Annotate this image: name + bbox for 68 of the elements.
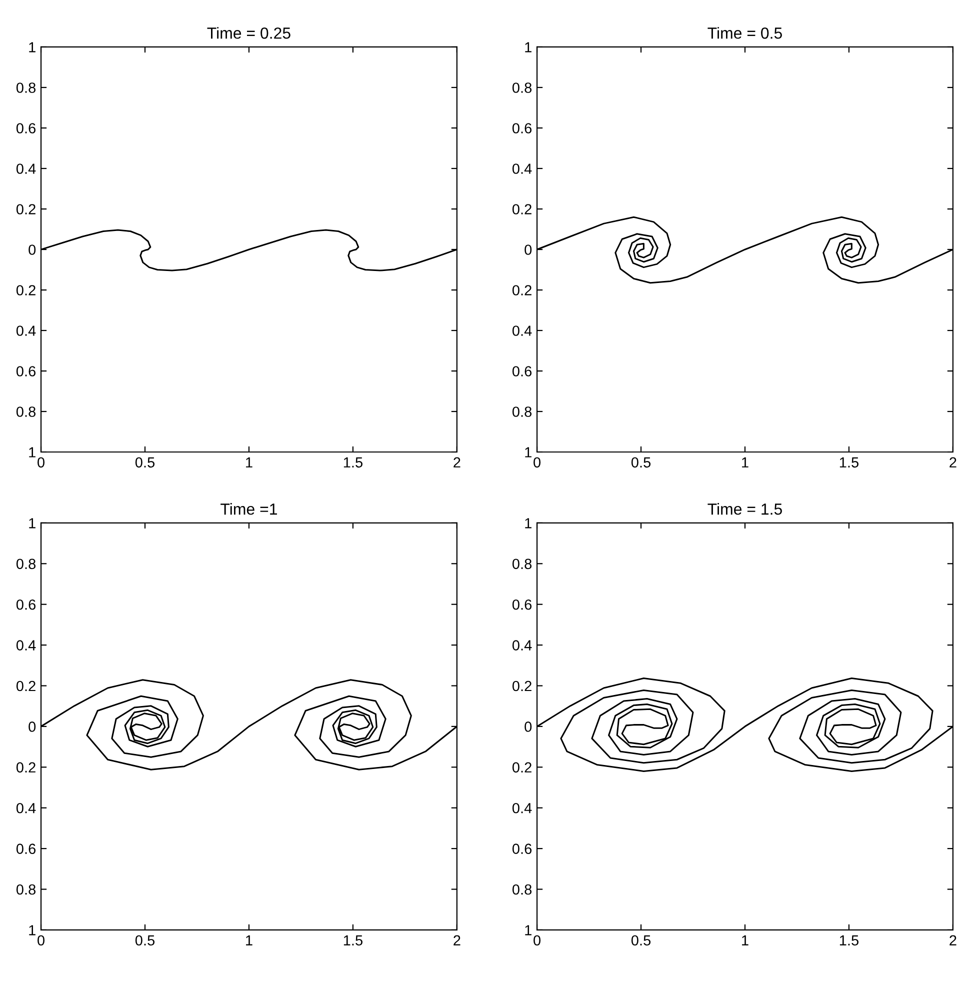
x-tick-label: 0.5 (631, 935, 651, 946)
y-tick-label: 0 (524, 244, 532, 255)
y-tick-label: 0.8 (512, 406, 532, 417)
y-tick-label: 1 (525, 42, 532, 52)
y-tick-label: 0.8 (16, 558, 36, 570)
y-tick-label: 0.8 (512, 82, 532, 93)
x-tick-label: 0 (38, 457, 44, 468)
y-tick-label: 0 (28, 244, 36, 255)
y-tick-label: 1 (525, 518, 532, 528)
y-tick-label: 0.8 (16, 82, 36, 93)
y-tick-label: 0.2 (16, 762, 36, 773)
y-tick-label: 0.8 (512, 558, 532, 570)
y-tick-label: 1 (29, 447, 36, 458)
x-tick-label: 1 (246, 457, 252, 468)
y-tick-label: 0.8 (512, 884, 532, 895)
y-tick-label: 1 (29, 518, 36, 528)
y-tick-label: 0.4 (16, 326, 36, 336)
x-tick-label: 2 (454, 935, 460, 946)
y-tick-label: 0.2 (16, 680, 36, 692)
x-tick-label: 1.5 (840, 935, 858, 946)
y-tick-label: 0.4 (16, 802, 36, 814)
x-tick-label: 1 (742, 457, 748, 468)
y-tick-label: 1 (29, 42, 36, 52)
x-tick-label: 0.5 (135, 457, 155, 468)
y-tick-label: 0.6 (512, 366, 532, 376)
y-tick-label: 0.8 (16, 406, 36, 417)
y-tick-label: 0.6 (512, 123, 532, 134)
y-tick-label: 0.2 (512, 285, 532, 296)
x-tick-label: 1.5 (840, 457, 858, 468)
chart-title: Time =1 (220, 503, 277, 515)
y-tick-label: 1 (525, 447, 532, 458)
y-tick-label: 0.2 (512, 680, 532, 692)
x-tick-label: 1 (742, 935, 748, 946)
y-tick-label: 0.4 (512, 802, 532, 814)
y-tick-label: 0.2 (512, 204, 532, 214)
y-tick-label: 1 (29, 925, 36, 936)
y-tick-label: 0.6 (512, 599, 532, 610)
x-tick-label: 2 (950, 935, 956, 946)
x-tick-label: 0 (534, 935, 541, 946)
chart-title: Time = 1.5 (708, 503, 782, 515)
x-tick-label: 1 (246, 935, 252, 946)
x-tick-label: 2 (950, 457, 956, 468)
x-tick-label: 0.5 (631, 457, 651, 468)
y-tick-label: 0.2 (16, 285, 36, 296)
x-tick-label: 0 (38, 935, 44, 946)
x-tick-label: 1.5 (344, 457, 362, 468)
chart-title: Time = 0.5 (708, 27, 782, 39)
x-tick-label: 0 (534, 457, 541, 468)
y-tick-label: 0.4 (512, 326, 532, 336)
y-tick-label: 0.6 (16, 366, 36, 376)
y-tick-label: 0.4 (16, 164, 36, 174)
y-tick-label: 0.4 (512, 164, 532, 174)
y-tick-label: 0 (28, 722, 36, 732)
y-tick-label: 0 (524, 722, 532, 732)
y-tick-label: 0.2 (16, 204, 36, 214)
x-tick-label: 1.5 (344, 935, 362, 946)
chart-title: Time = 0.25 (207, 27, 290, 39)
y-tick-label: 0.6 (16, 599, 36, 610)
y-tick-label: 0.4 (16, 640, 36, 650)
y-tick-label: 0.8 (16, 884, 36, 895)
x-tick-label: 2 (454, 457, 460, 468)
y-tick-label: 1 (525, 925, 532, 936)
y-tick-label: 0.2 (512, 762, 532, 773)
x-tick-label: 0.5 (135, 935, 155, 946)
y-tick-label: 0.6 (512, 844, 532, 854)
y-tick-label: 0.4 (512, 640, 532, 650)
y-tick-label: 0.6 (16, 844, 36, 854)
y-tick-label: 0.6 (16, 123, 36, 134)
